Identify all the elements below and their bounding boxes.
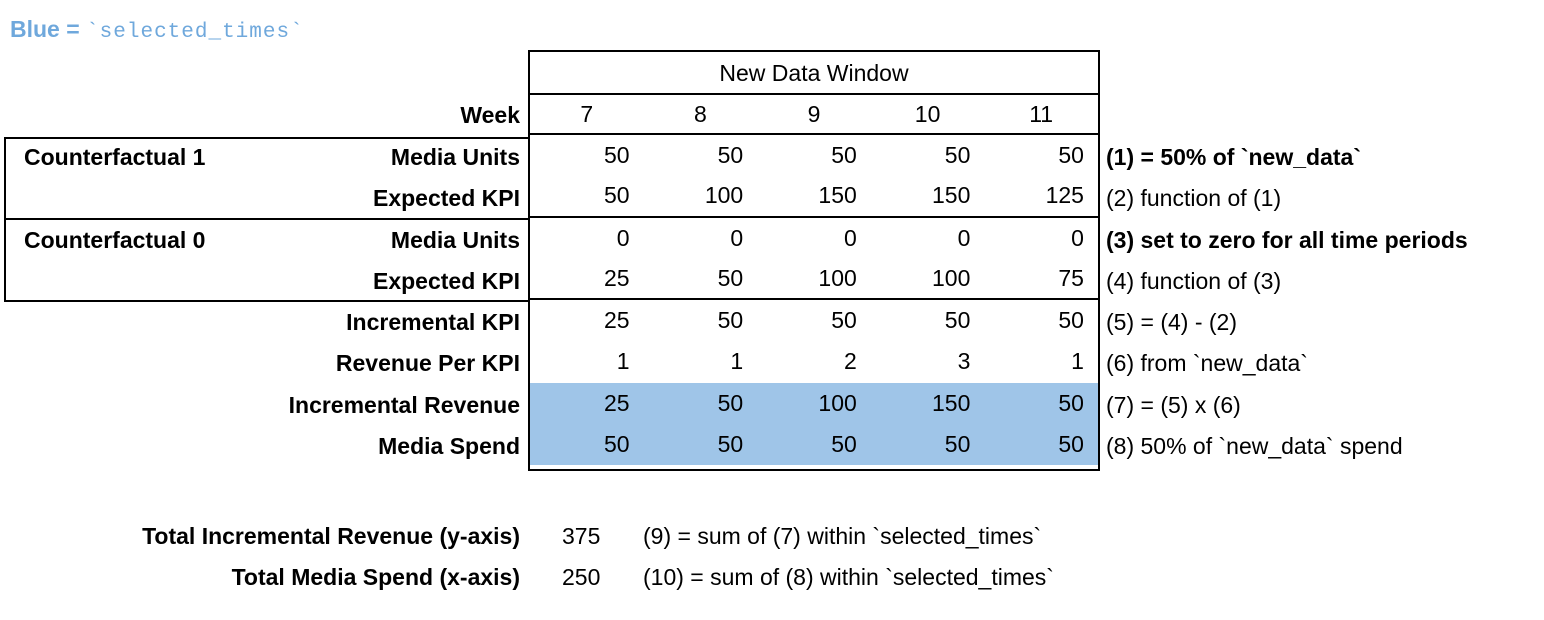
data-window-table: New Data Window 7 8 9 10 11 50 50 50 50 … [528,50,1100,471]
data-cell: 100 [704,182,744,209]
total-media-spend-label: Total Media Spend (x-axis) [231,564,520,590]
week-10-header: 10 [914,101,941,127]
group-label-counterfactual-1: Counterfactual 1 [24,144,206,170]
data-cell: 0 [843,224,857,251]
data-cell: 50 [717,430,744,457]
week-7-header: 7 [580,101,594,127]
data-cell: 100 [818,389,857,416]
data-cell: 50 [717,389,744,416]
data-cell: 125 [1045,182,1084,209]
blue-legend-label: Blue = [10,16,80,42]
note-3: (3) set to zero for all time periods [1106,226,1468,253]
row-label-column: Media Units Expected KPI Media Units Exp… [0,137,520,467]
formula-notes-column: (1) = 50% of `new_data` (2) function of … [1106,137,1468,467]
row-label-incremental-kpi: Incremental KPI [346,309,520,335]
row-label-expected-kpi-cf0: Expected KPI [373,267,520,294]
data-cell: 1 [1071,348,1084,375]
data-cell: 100 [818,264,857,291]
table-row-media-units-cf1: 50 50 50 50 50 [530,135,1098,176]
total-incremental-revenue-value: 375 [562,523,601,549]
row-label-media-spend: Media Spend [378,432,520,459]
table-row-expected-kpi-cf0: 25 50 100 100 75 [530,259,1098,300]
data-cell: 50 [831,142,857,168]
data-cell: 25 [604,264,630,291]
week-9-header: 9 [807,101,821,127]
week-8-header: 8 [693,101,707,127]
group-label-counterfactual-0: Counterfactual 0 [24,226,206,253]
data-cell: 3 [957,348,971,375]
note-7: (7) = (5) x (6) [1106,391,1241,418]
data-cell: 25 [604,389,630,416]
data-cell: 50 [1058,307,1084,333]
data-cell: 50 [1058,389,1084,416]
row-label-expected-kpi-cf1: Expected KPI [373,185,520,212]
new-data-window-header: New Data Window [530,52,1098,95]
week-number-row: 7 8 9 10 11 [530,95,1098,135]
data-cell: 0 [616,224,630,251]
data-cell: 50 [1058,430,1084,457]
table-row-incremental-kpi: 25 50 50 50 50 [530,300,1098,341]
data-cell: 50 [604,182,630,209]
data-cell: 50 [944,430,971,457]
note-5: (5) = (4) - (2) [1106,309,1237,335]
week-header-label: Week [460,102,520,128]
note-9: (9) = sum of (7) within `selected_times` [643,523,1042,549]
total-media-spend-value: 250 [562,564,601,590]
note-8: (8) 50% of `new_data` spend [1106,432,1403,459]
data-cell: 50 [944,142,971,168]
data-cell: 2 [843,348,857,375]
note-1: (1) = 50% of `new_data` [1106,144,1361,170]
table-row-incremental-revenue-highlighted: 25 50 100 150 50 [530,382,1098,424]
note-4: (4) function of (3) [1106,267,1282,294]
data-cell: 150 [818,182,857,209]
week-11-header: 11 [1029,101,1054,127]
data-cell: 75 [1058,264,1084,291]
table-row-revenue-per-kpi: 1 1 2 3 1 [530,341,1098,382]
data-cell: 100 [932,264,971,291]
total-incremental-revenue-label: Total Incremental Revenue (y-axis) [142,523,520,549]
counterfactual-1-group-box [4,137,528,220]
data-cell: 50 [604,142,630,168]
row-label-incremental-revenue: Incremental Revenue [288,391,520,418]
table-row-media-spend-highlighted: 50 50 50 50 50 [530,423,1098,465]
row-label-media-units-cf1: Media Units [390,144,520,170]
data-cell: 1 [730,348,744,375]
data-cell: 50 [717,264,744,291]
data-cell: 0 [957,224,971,251]
data-cell: 25 [604,307,630,333]
data-cell: 50 [831,307,857,333]
data-cell: 50 [831,430,857,457]
blue-legend: Blue = `selected_times` [10,16,304,44]
blue-legend-code: `selected_times` [86,21,304,44]
data-cell: 150 [932,389,971,416]
note-6: (6) from `new_data` [1106,350,1308,377]
data-cell: 1 [616,348,630,375]
data-cell: 50 [717,142,744,168]
note-10: (10) = sum of (8) within `selected_times… [643,564,1054,590]
row-label-media-units-cf0: Media Units [390,226,520,253]
data-cell: 50 [944,307,971,333]
table-row-media-units-cf0: 0 0 0 0 0 [530,218,1098,259]
table-row-expected-kpi-cf1: 50 100 150 150 125 [530,176,1098,218]
data-cell: 150 [932,182,971,209]
data-cell: 50 [604,430,630,457]
data-cell: 0 [730,224,744,251]
note-2: (2) function of (1) [1106,185,1282,212]
data-cell: 50 [1058,142,1084,168]
row-label-revenue-per-kpi: Revenue Per KPI [335,350,520,377]
data-cell: 50 [717,307,744,333]
counterfactual-0-group-box [4,219,528,302]
data-cell: 0 [1071,224,1084,251]
